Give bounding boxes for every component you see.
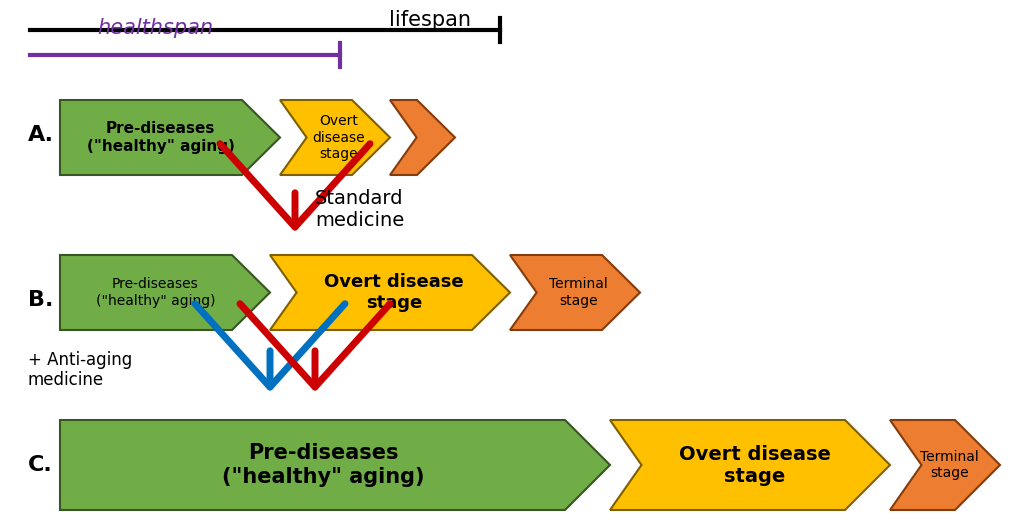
Polygon shape — [389, 100, 454, 175]
Text: + Anti-aging
medicine: + Anti-aging medicine — [28, 350, 132, 389]
Polygon shape — [60, 100, 280, 175]
Polygon shape — [270, 255, 510, 330]
Text: Overt
disease
stage: Overt disease stage — [312, 114, 365, 161]
Text: Standard
medicine: Standard medicine — [315, 190, 404, 230]
Text: Overt disease
stage: Overt disease stage — [324, 273, 464, 312]
Polygon shape — [280, 100, 389, 175]
Text: Pre-diseases
("healthy" aging): Pre-diseases ("healthy" aging) — [96, 277, 215, 308]
Text: A.: A. — [28, 125, 54, 145]
Polygon shape — [609, 420, 890, 510]
Text: lifespan: lifespan — [388, 10, 471, 30]
Text: healthspan: healthspan — [97, 18, 213, 38]
Polygon shape — [60, 420, 609, 510]
Polygon shape — [890, 420, 999, 510]
Text: Pre-diseases
("healthy" aging): Pre-diseases ("healthy" aging) — [87, 121, 234, 154]
Polygon shape — [60, 255, 270, 330]
Polygon shape — [510, 255, 639, 330]
Text: Terminal
stage: Terminal stage — [549, 277, 607, 308]
Text: B.: B. — [28, 290, 53, 310]
Text: Pre-diseases
("healthy" aging): Pre-diseases ("healthy" aging) — [222, 443, 425, 486]
Text: Terminal
stage: Terminal stage — [919, 450, 978, 480]
Text: C.: C. — [28, 455, 53, 475]
Text: Overt disease
stage: Overt disease stage — [678, 444, 829, 485]
